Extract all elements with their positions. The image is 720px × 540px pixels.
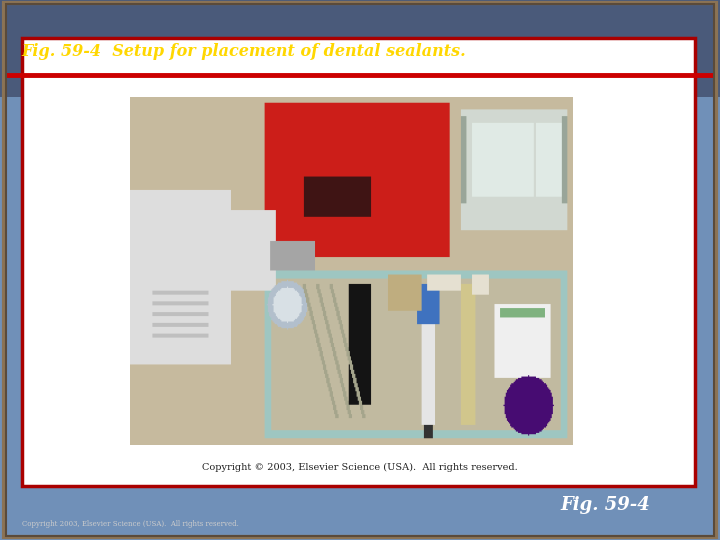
- Text: Copyright © 2003, Elsevier Science (USA).  All rights reserved.: Copyright © 2003, Elsevier Science (USA)…: [202, 463, 518, 471]
- Text: Fig. 59-4: Fig. 59-4: [560, 496, 649, 514]
- Bar: [0, 0, 720, 97]
- Text: Copyright 2003, Elsevier Science (USA).  All rights reserved.: Copyright 2003, Elsevier Science (USA). …: [22, 520, 238, 528]
- FancyBboxPatch shape: [22, 38, 695, 486]
- Text: Fig. 59-4  Setup for placement of dental sealants.: Fig. 59-4 Setup for placement of dental …: [22, 43, 467, 60]
